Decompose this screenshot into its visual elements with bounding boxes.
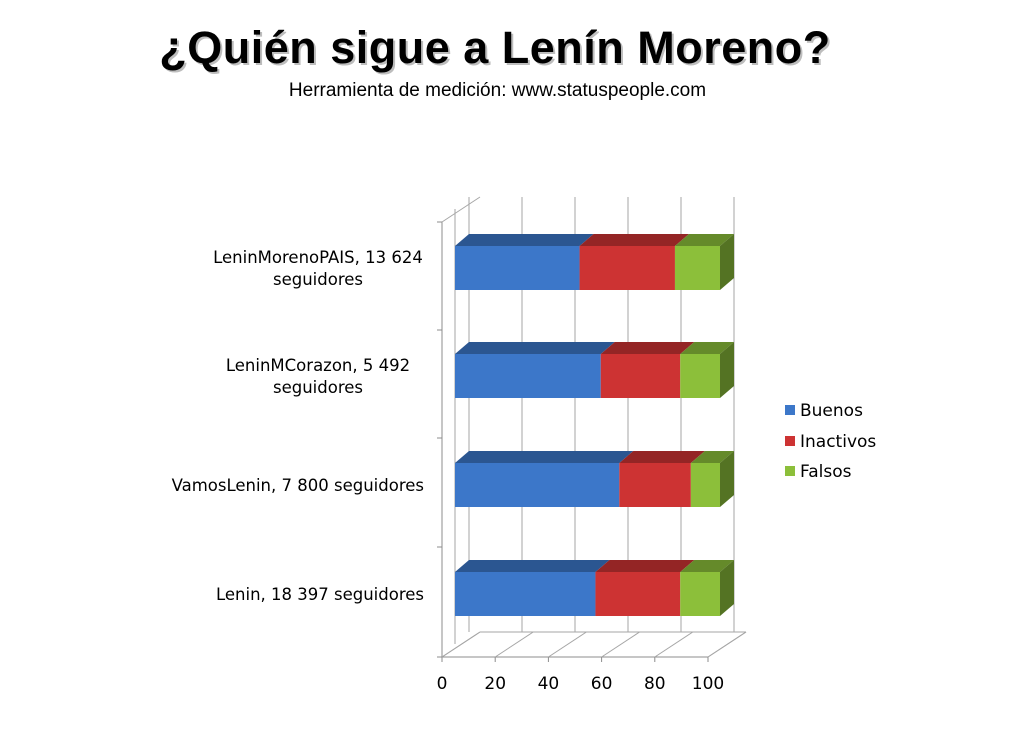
- bar-front-face: [674, 246, 720, 290]
- floor-depth-line: [548, 631, 587, 658]
- x-tick-label: 40: [538, 674, 560, 694]
- bar-side-face: [720, 342, 734, 398]
- legend-item-buenos: Buenos: [785, 401, 863, 421]
- floor-depth-line: [601, 631, 640, 658]
- category-label: LeninMorenoPAIS, 13 624 seguidores: [213, 248, 423, 289]
- bar-segment-falsos: [680, 342, 734, 398]
- legend-label: Falsos: [800, 462, 852, 482]
- bar-front-face: [619, 463, 691, 507]
- bar-top-face: [455, 342, 615, 354]
- bar-front-face: [455, 463, 620, 507]
- bar-top-face: [674, 234, 734, 246]
- bar-front-face: [579, 246, 675, 290]
- bar-top-face: [455, 560, 610, 572]
- bar-front-face: [600, 354, 681, 398]
- bar-segment-falsos: [680, 560, 734, 616]
- bar-front-face: [680, 572, 720, 616]
- category-label: VamosLenin, 7 800 seguidores: [172, 476, 424, 495]
- chart-title: ¿Quién sigue a Lenín Moreno?: [159, 22, 831, 73]
- legend: Buenos Inactivos Falsos: [785, 401, 876, 482]
- bar-top-face: [455, 234, 594, 246]
- bar-segment-inactivos: [579, 234, 689, 290]
- legend-label: Buenos: [800, 401, 863, 421]
- bar-front-face: [680, 354, 720, 398]
- category-label: LeninMCorazon, 5 492 seguidores: [226, 356, 410, 397]
- depth-edge-top: [441, 196, 481, 223]
- legend-swatch: [785, 405, 795, 415]
- bar-segment-buenos: [455, 234, 594, 290]
- bar-segment-falsos: [674, 234, 734, 290]
- bar-front-face: [455, 354, 601, 398]
- chart-subtitle: Herramienta de medición: www.statuspeopl…: [288, 80, 707, 101]
- bar-side-face: [720, 560, 734, 616]
- bar-top-face: [680, 560, 734, 572]
- bar-front-face: [455, 246, 580, 290]
- x-tick-label: 80: [644, 674, 666, 694]
- bars: [455, 234, 734, 616]
- bar-side-face: [720, 451, 734, 507]
- legend-item-inactivos: Inactivos: [785, 432, 876, 452]
- floor-depth-line: [654, 631, 694, 658]
- bar-segment-inactivos: [595, 560, 695, 616]
- x-tick-label: 0: [437, 674, 448, 694]
- category-label: Lenin, 18 397 seguidores: [216, 585, 424, 604]
- bar-segment-inactivos: [619, 451, 705, 507]
- bar-top-face: [619, 451, 705, 463]
- bar-segment-buenos: [455, 560, 610, 616]
- bar-top-face: [690, 451, 734, 463]
- bar-top-face: [600, 342, 695, 354]
- legend-item-falsos: Falsos: [785, 462, 852, 482]
- bar-front-face: [690, 463, 720, 507]
- x-tick-label: 20: [484, 674, 506, 694]
- legend-label: Inactivos: [800, 432, 876, 452]
- bar-top-face: [680, 342, 734, 354]
- floor-depth-line: [441, 631, 481, 658]
- bar-top-face: [595, 560, 695, 572]
- legend-swatch: [785, 466, 795, 476]
- bar-top-face: [455, 451, 634, 463]
- axes: 0 20 40 60 80 100: [437, 196, 747, 694]
- bar-segment-falsos: [690, 451, 734, 507]
- y-axis-labels: LeninMorenoPAIS, 13 624 seguidores LeninMC…: [172, 248, 424, 604]
- legend-swatch: [785, 436, 795, 446]
- floor-depth-line: [494, 631, 534, 658]
- bar-side-face: [720, 234, 734, 290]
- bar-front-face: [595, 572, 681, 616]
- x-tick-label: 60: [591, 674, 613, 694]
- bar-top-face: [579, 234, 689, 246]
- bar-segment-inactivos: [600, 342, 695, 398]
- bar-segment-buenos: [455, 342, 615, 398]
- floor-depth-line: [707, 631, 747, 658]
- bar-front-face: [455, 572, 596, 616]
- bar-segment-buenos: [455, 451, 634, 507]
- x-tick-label: 100: [692, 674, 724, 694]
